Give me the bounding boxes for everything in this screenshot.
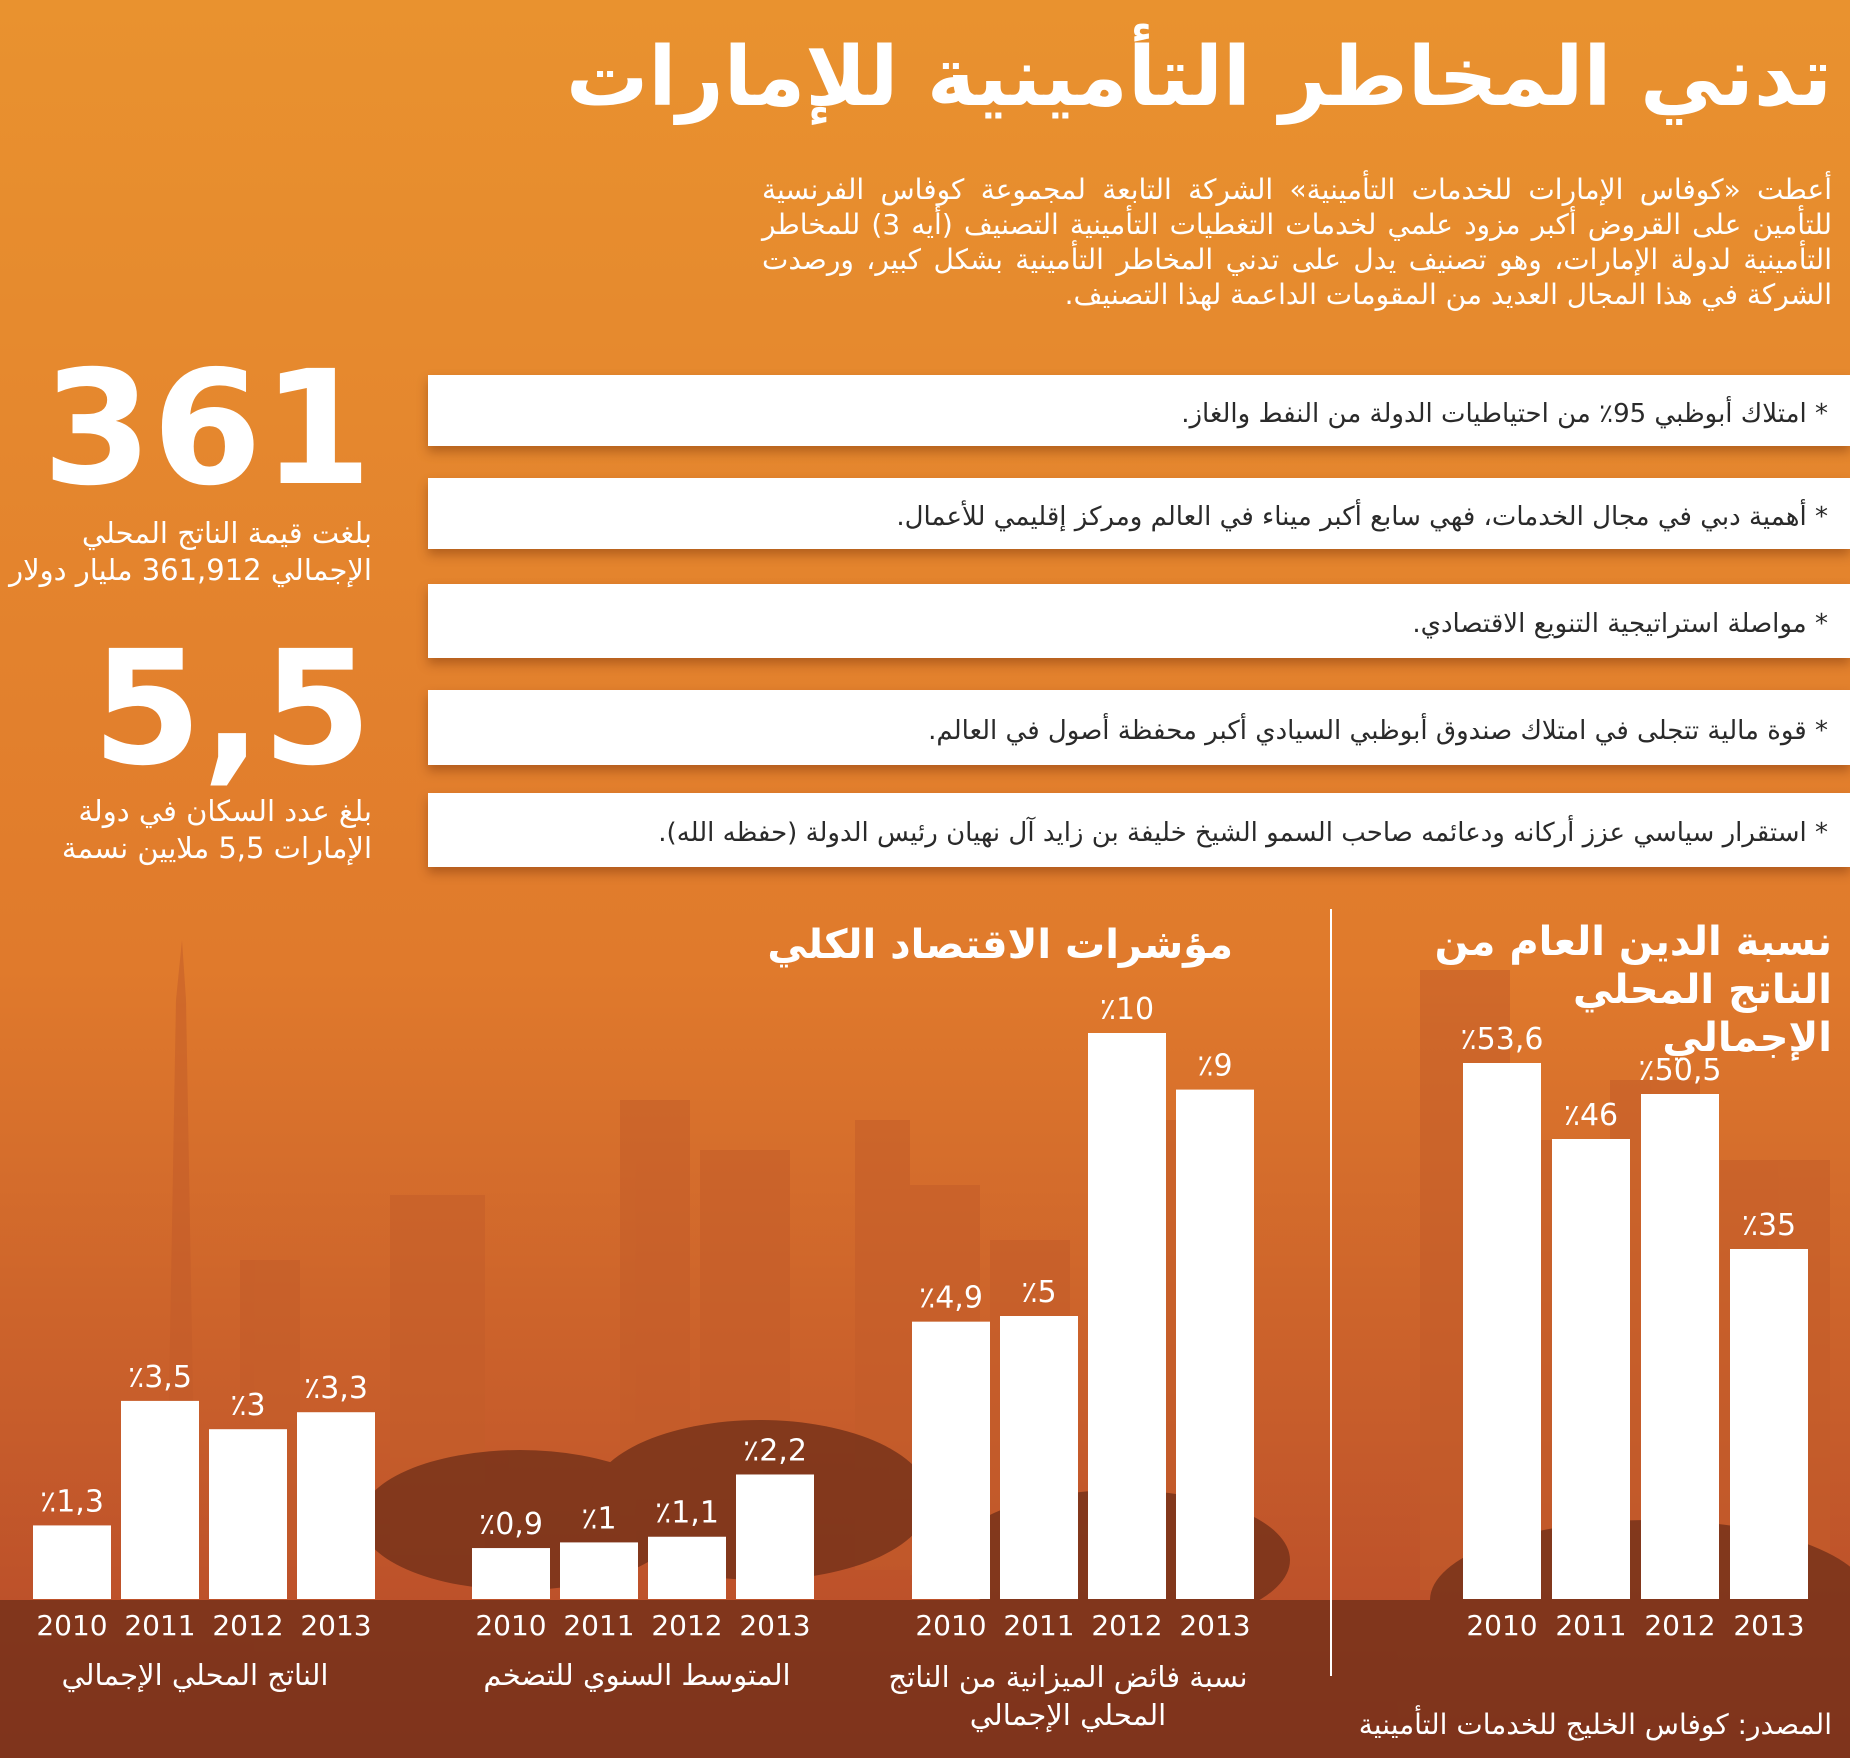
value-label: ٪2,2 xyxy=(743,1433,807,1468)
bullet-box: * أهمية دبي في مجال الخدمات، فهي سابع أك… xyxy=(428,478,1850,549)
bar xyxy=(1088,1033,1166,1599)
value-label: ٪3,3 xyxy=(304,1371,368,1406)
stat-number: 5,5 xyxy=(92,617,372,801)
value-label: ٪46 xyxy=(1564,1098,1618,1133)
x-tick-label: 2010 xyxy=(36,1609,107,1642)
x-tick-label: 2011 xyxy=(1555,1609,1626,1642)
value-label: ٪3,5 xyxy=(128,1360,192,1395)
x-tick-label: 2010 xyxy=(915,1609,986,1642)
value-label: ٪50,5 xyxy=(1639,1053,1722,1088)
value-label: ٪53,6 xyxy=(1461,1022,1544,1057)
bar xyxy=(648,1536,726,1599)
bullet-box: * استقرار سياسي عزز أركانه ودعائمه صاحب … xyxy=(428,793,1850,867)
title: تدني المخاطر التأمينية للإمارات xyxy=(566,30,1832,125)
bar xyxy=(736,1474,814,1599)
x-tick-label: 2011 xyxy=(563,1609,634,1642)
bar xyxy=(121,1400,199,1599)
chart-title-box: نسبة فائض الميزانية من الناتج المحلي الإ… xyxy=(888,1660,1248,1732)
bar xyxy=(1552,1139,1630,1599)
stat-number: 361 xyxy=(42,337,372,521)
x-tick-label: 2012 xyxy=(1091,1609,1162,1642)
x-tick-label: 2011 xyxy=(124,1609,195,1642)
x-tick-label: 2011 xyxy=(1003,1609,1074,1642)
x-tick-label: 2013 xyxy=(300,1609,371,1642)
value-label: ٪3 xyxy=(230,1388,265,1423)
bullet-box: * مواصلة استراتيجية التنويع الاقتصادي. xyxy=(428,584,1850,658)
bar xyxy=(560,1542,638,1599)
x-tick-label: 2010 xyxy=(1466,1609,1537,1642)
value-label: ٪1,1 xyxy=(655,1496,719,1531)
bar xyxy=(472,1548,550,1599)
stat-caption: بلغ عدد السكان في دولة الإمارات 5,5 ملاي… xyxy=(61,794,372,865)
x-tick-label: 2012 xyxy=(651,1609,722,1642)
source: المصدر: كوفاس الخليج للخدمات التأمينية xyxy=(1358,1708,1832,1741)
value-label: ٪35 xyxy=(1742,1208,1796,1243)
chart-title: نسبة الدين العام من الناتج المحلي الإجما… xyxy=(1434,919,1832,1061)
bar xyxy=(209,1429,287,1599)
bar xyxy=(1176,1089,1254,1599)
bullet-box: * امتلاك أبوظبي 95٪ من احتياطيات الدولة … xyxy=(428,375,1850,446)
stat-caption: بلغت قيمة الناتج المحلي الإجمالي 361,912… xyxy=(9,516,372,587)
bar xyxy=(297,1412,375,1599)
bar xyxy=(1463,1063,1541,1599)
chart-title: المتوسط السنوي للتضخم xyxy=(483,1658,790,1693)
bullet-box: * قوة مالية تتجلى في امتلاك صندوق أبوظبي… xyxy=(428,690,1850,765)
value-label: ٪1,3 xyxy=(40,1484,104,1519)
value-label: ٪4,9 xyxy=(919,1281,983,1316)
section-title: مؤشرات الاقتصاد الكلي xyxy=(767,922,1233,968)
bar xyxy=(33,1525,111,1599)
bullet: * أهمية دبي في مجال الخدمات، فهي سابع أك… xyxy=(896,501,1828,532)
x-tick-label: 2012 xyxy=(212,1609,283,1642)
bar xyxy=(912,1321,990,1599)
bar xyxy=(1000,1316,1078,1599)
value-label: ٪0,9 xyxy=(479,1507,543,1542)
x-tick-label: 2012 xyxy=(1644,1609,1715,1642)
bullet: * امتلاك أبوظبي 95٪ من احتياطيات الدولة … xyxy=(1181,398,1828,429)
intro: أعطت «كوفاس الإمارات للخدمات التأمينية» … xyxy=(762,173,1833,311)
chart-title: الناتج المحلي الإجمالي xyxy=(62,1658,329,1693)
bullet: * مواصلة استراتيجية التنويع الاقتصادي. xyxy=(1412,609,1828,639)
value-label: ٪5 xyxy=(1021,1275,1056,1310)
value-label: ٪1 xyxy=(581,1501,616,1536)
bullet: * قوة مالية تتجلى في امتلاك صندوق أبوظبي… xyxy=(928,715,1828,746)
value-label: ٪10 xyxy=(1100,992,1154,1027)
bar xyxy=(1641,1094,1719,1599)
chart-title: نسبة فائض الميزانية من الناتج المحلي الإ… xyxy=(888,1660,1248,1732)
x-tick-label: 2013 xyxy=(739,1609,810,1642)
x-tick-label: 2013 xyxy=(1733,1609,1804,1642)
bullet: * استقرار سياسي عزز أركانه ودعائمه صاحب … xyxy=(658,818,1828,848)
x-tick-label: 2013 xyxy=(1179,1609,1250,1642)
x-tick-label: 2010 xyxy=(475,1609,546,1642)
value-label: ٪9 xyxy=(1197,1049,1232,1084)
bar xyxy=(1730,1249,1808,1599)
